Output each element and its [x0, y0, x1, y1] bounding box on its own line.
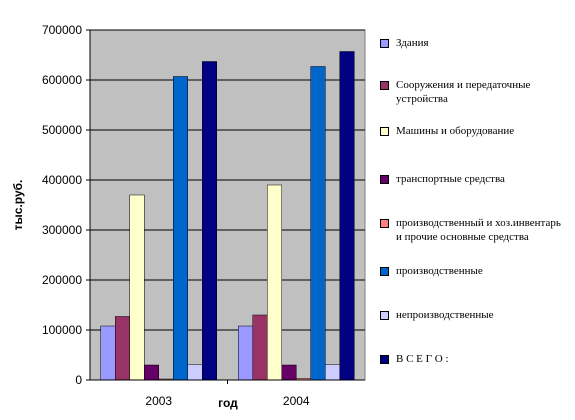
y-tick-label: 100000: [42, 323, 82, 337]
y-tick-label: 300000: [42, 223, 82, 237]
y-tick-label: 500000: [42, 123, 82, 137]
y-tick-label: 400000: [42, 173, 82, 187]
bar-0-5: [173, 76, 188, 381]
y-tick-label: 700000: [42, 23, 82, 37]
legend-item: транспортные средства: [380, 172, 566, 186]
bar-0-7: [202, 61, 217, 381]
y-tick-label: 600000: [42, 73, 82, 87]
legend-swatch: [380, 311, 389, 320]
bar-1-3: [281, 364, 297, 381]
legend-swatch: [380, 127, 389, 136]
legend-label: непроизводственные: [396, 309, 494, 321]
legend-item: Сооружения и передаточные устройства: [380, 78, 566, 106]
legend-swatch: [380, 81, 389, 90]
legend-label: транспортные средства: [396, 173, 505, 185]
legend-swatch: [380, 219, 389, 228]
x-tick-label: 2003: [145, 394, 172, 408]
legend-label: Здания: [396, 37, 429, 49]
y-axis-label: тыс.руб.: [11, 180, 25, 231]
bar-0-0: [100, 325, 116, 381]
x-axis-ticks: 2003 2004: [145, 380, 310, 408]
legend-item: В С Е Г О :: [380, 352, 566, 366]
y-tick-label: 200000: [42, 273, 82, 287]
legend-item: Здания: [380, 36, 566, 50]
bar-0-2: [129, 194, 145, 381]
y-tick-label: 0: [75, 373, 82, 387]
bar-1-0: [238, 325, 253, 381]
y-axis-ticks: 0 100000 200000 300000 400000 500000 600000 700…: [42, 23, 365, 387]
x-axis-label: год: [218, 396, 238, 410]
legend-swatch: [380, 267, 389, 276]
legend-item: непроизводственные: [380, 308, 566, 322]
legend-item: Машины и оборудование: [380, 124, 566, 138]
legend-label: Сооружения и передаточные устройства: [396, 79, 531, 105]
legend-swatch: [380, 39, 389, 48]
bar-1-2: [267, 184, 282, 381]
bar-1-6: [325, 364, 340, 381]
bar-0-3: [144, 364, 159, 381]
bar-1-1: [252, 314, 268, 381]
bar-1-7: [339, 51, 355, 381]
legend-label: Машины и оборудование: [396, 125, 515, 137]
bars: [100, 51, 355, 381]
x-tick-label: 2004: [283, 394, 310, 408]
legend-item: производственные: [380, 264, 566, 278]
legend-item: производственный и хоз.инвентарь и прочи…: [380, 216, 566, 244]
bar-0-1: [115, 316, 130, 381]
legend-swatch: [380, 355, 389, 364]
legend-label: производственные: [396, 265, 483, 277]
legend-label: В С Е Г О :: [396, 353, 449, 365]
legend-label: производственный и хоз.инвентарь и прочи…: [396, 217, 561, 243]
bar-1-5: [310, 66, 326, 381]
legend-swatch: [380, 175, 389, 184]
bar-0-6: [187, 364, 203, 381]
